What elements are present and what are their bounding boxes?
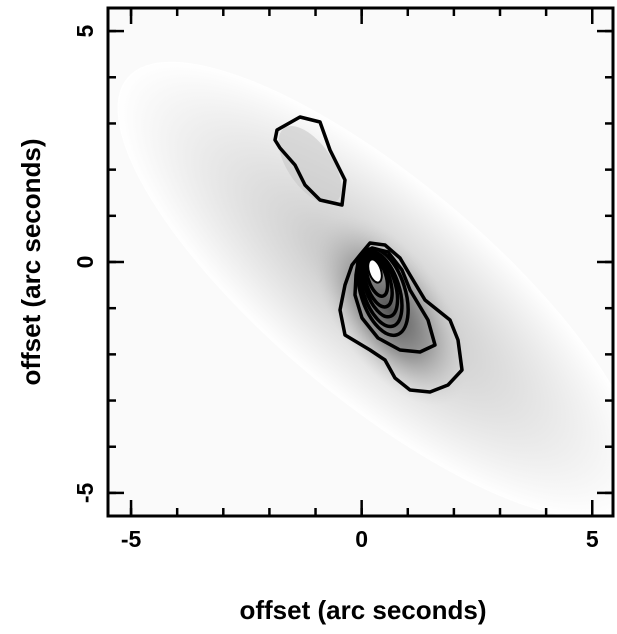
image <box>56 0 617 586</box>
x-tick-label: -5 <box>121 526 142 552</box>
y-axis-label: offset (arc seconds) <box>16 138 46 385</box>
x-axis-label: offset (arc seconds) <box>239 595 486 625</box>
x-tick-label: 5 <box>586 526 599 552</box>
chart: offset (arc seconds) offset (arc seconds… <box>0 0 617 634</box>
x-tick-label: 0 <box>355 526 368 552</box>
y-tick-label: -5 <box>72 482 98 503</box>
y-tick-label: 0 <box>72 256 98 269</box>
y-tick-label: 5 <box>72 24 98 37</box>
page: {"chart_data": {"type": "image", "xlabel… <box>0 0 617 634</box>
